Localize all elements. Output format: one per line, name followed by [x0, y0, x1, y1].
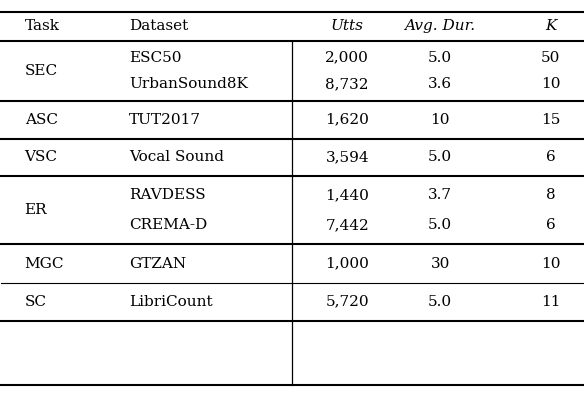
Text: MGC: MGC — [25, 257, 64, 271]
Text: 2,000: 2,000 — [325, 51, 369, 65]
Text: 5.0: 5.0 — [428, 150, 452, 164]
Text: ESC50: ESC50 — [129, 51, 182, 65]
Text: TUT2017: TUT2017 — [129, 113, 201, 127]
Text: 1,000: 1,000 — [325, 257, 369, 271]
Text: 50: 50 — [541, 51, 560, 65]
Text: VSC: VSC — [25, 150, 58, 164]
Text: Dataset: Dataset — [129, 19, 189, 33]
Text: ASC: ASC — [25, 113, 58, 127]
Text: 10: 10 — [541, 257, 561, 271]
Text: LibriCount: LibriCount — [129, 295, 213, 309]
Text: 10: 10 — [541, 77, 561, 91]
Text: ER: ER — [25, 203, 47, 217]
Text: 3,594: 3,594 — [325, 150, 369, 164]
Text: 1,440: 1,440 — [325, 188, 369, 202]
Text: 6: 6 — [546, 219, 555, 232]
Text: Utts: Utts — [331, 19, 364, 33]
Text: Avg. Dur.: Avg. Dur. — [405, 19, 476, 33]
Text: 3.6: 3.6 — [428, 77, 452, 91]
Text: 5.0: 5.0 — [428, 51, 452, 65]
Text: 8: 8 — [546, 188, 555, 202]
Text: 5.0: 5.0 — [428, 295, 452, 309]
Text: 6: 6 — [546, 150, 555, 164]
Text: SC: SC — [25, 295, 47, 309]
Text: 10: 10 — [430, 113, 450, 127]
Text: K: K — [545, 19, 557, 33]
Text: 5.0: 5.0 — [428, 219, 452, 232]
Text: GTZAN: GTZAN — [129, 257, 186, 271]
Text: 30: 30 — [430, 257, 450, 271]
Text: Vocal Sound: Vocal Sound — [129, 150, 224, 164]
Text: CREMA-D: CREMA-D — [129, 219, 207, 232]
Text: Task: Task — [25, 19, 60, 33]
Text: RAVDESS: RAVDESS — [129, 188, 206, 202]
Text: 7,442: 7,442 — [325, 219, 369, 232]
Text: 1,620: 1,620 — [325, 113, 369, 127]
Text: 8,732: 8,732 — [325, 77, 369, 91]
Text: 5,720: 5,720 — [325, 295, 369, 309]
Text: 11: 11 — [541, 295, 561, 309]
Text: 3.7: 3.7 — [428, 188, 452, 202]
Text: 15: 15 — [541, 113, 560, 127]
Text: SEC: SEC — [25, 64, 58, 78]
Text: UrbanSound8K: UrbanSound8K — [129, 77, 248, 91]
